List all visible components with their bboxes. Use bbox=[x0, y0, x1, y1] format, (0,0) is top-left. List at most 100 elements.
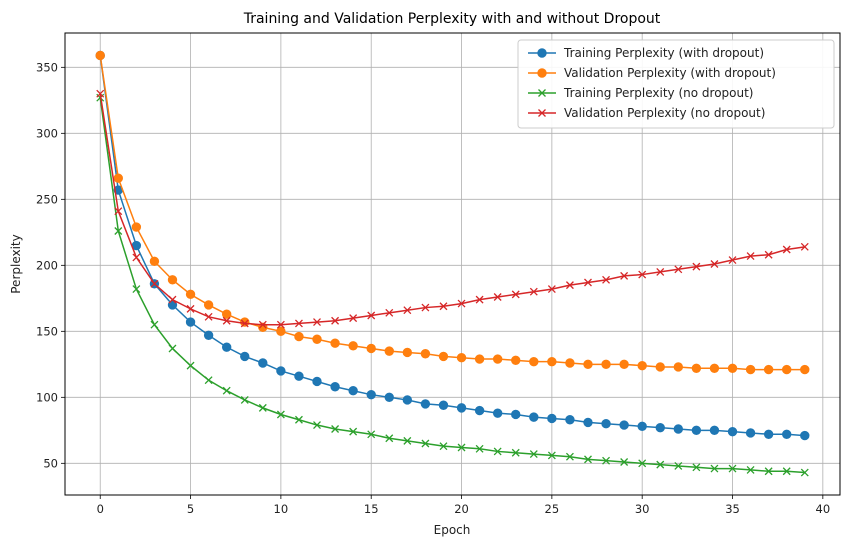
data-point bbox=[330, 382, 340, 392]
data-point bbox=[691, 363, 702, 373]
data-point bbox=[800, 430, 810, 441]
legend: Training Perplexity (with dropout) Valida… bbox=[517, 39, 835, 129]
series-3 bbox=[96, 93, 809, 477]
data-point bbox=[691, 425, 702, 436]
data-point bbox=[584, 278, 592, 287]
series-2 bbox=[95, 50, 810, 375]
data-point bbox=[384, 346, 394, 356]
data-point bbox=[186, 361, 195, 370]
y-tick-label: 100 bbox=[36, 390, 58, 404]
data-point bbox=[114, 207, 123, 216]
data-point bbox=[674, 462, 683, 470]
data-point bbox=[511, 409, 521, 420]
data-point bbox=[167, 275, 178, 285]
data-point bbox=[493, 447, 502, 456]
data-point bbox=[745, 364, 756, 375]
data-point bbox=[637, 421, 647, 432]
data-point bbox=[457, 299, 466, 308]
data-point bbox=[727, 363, 738, 373]
legend-item: Validation Perplexity (no dropout) bbox=[528, 106, 765, 120]
data-point bbox=[602, 456, 611, 465]
data-point bbox=[511, 448, 520, 457]
data-point bbox=[764, 467, 773, 476]
legend-label: Training Perplexity (no dropout) bbox=[563, 86, 754, 100]
y-axis: 50 100 150 200 250 300 350 bbox=[36, 60, 65, 470]
data-point bbox=[602, 275, 611, 284]
series-line bbox=[99, 55, 805, 371]
data-point bbox=[728, 464, 737, 473]
data-point bbox=[529, 287, 538, 296]
data-point bbox=[420, 349, 431, 359]
data-point bbox=[222, 316, 231, 325]
x-tick-label: 5 bbox=[187, 502, 194, 516]
data-point bbox=[656, 460, 665, 469]
data-point bbox=[709, 425, 720, 436]
data-point bbox=[439, 442, 448, 451]
data-point bbox=[403, 436, 412, 445]
data-point bbox=[474, 405, 485, 416]
data-point bbox=[294, 319, 303, 328]
legend-label: Validation Perplexity (with dropout) bbox=[564, 66, 776, 80]
data-point bbox=[421, 303, 430, 312]
data-point bbox=[294, 415, 303, 424]
y-tick-label: 200 bbox=[36, 258, 58, 272]
legend-label: Training Perplexity (with dropout) bbox=[563, 46, 764, 60]
data-point bbox=[385, 434, 394, 443]
data-point bbox=[258, 320, 267, 329]
data-point bbox=[620, 458, 629, 466]
x-tick-label: 10 bbox=[274, 502, 289, 516]
data-point bbox=[456, 353, 467, 363]
data-point bbox=[349, 314, 358, 323]
data-point bbox=[185, 289, 196, 300]
data-point bbox=[692, 262, 701, 271]
data-point bbox=[763, 364, 774, 375]
data-point bbox=[113, 173, 123, 183]
x-axis: 0 5 10 15 20 25 30 35 40 bbox=[97, 495, 830, 516]
data-point bbox=[312, 334, 322, 344]
series-line bbox=[99, 55, 805, 437]
data-point bbox=[186, 304, 195, 313]
data-point bbox=[457, 443, 466, 452]
data-point bbox=[493, 293, 502, 301]
x-tick-label: 15 bbox=[364, 502, 379, 516]
series-line bbox=[99, 93, 805, 326]
data-point bbox=[421, 439, 430, 448]
y-tick-label: 250 bbox=[36, 192, 58, 206]
data-point bbox=[313, 421, 321, 429]
data-point bbox=[529, 450, 538, 459]
data-point bbox=[312, 376, 322, 387]
data-point bbox=[221, 309, 232, 319]
data-point bbox=[746, 465, 755, 474]
y-tick-label: 300 bbox=[36, 126, 58, 140]
x-tick-label: 30 bbox=[635, 502, 650, 516]
data-point bbox=[167, 300, 178, 310]
data-point bbox=[258, 358, 268, 368]
data-point bbox=[168, 344, 177, 353]
data-point bbox=[294, 331, 304, 342]
data-point bbox=[114, 227, 123, 235]
data-point bbox=[800, 242, 809, 251]
x-tick-label: 35 bbox=[725, 502, 740, 516]
data-point bbox=[276, 410, 285, 419]
data-point bbox=[638, 459, 647, 468]
data-point bbox=[529, 412, 539, 422]
data-point bbox=[367, 430, 376, 439]
legend-label: Validation Perplexity (no dropout) bbox=[564, 106, 765, 120]
data-point bbox=[800, 364, 810, 375]
data-point bbox=[656, 267, 665, 276]
legend-swatch-marker bbox=[538, 89, 546, 97]
data-point bbox=[95, 50, 105, 61]
data-point bbox=[221, 342, 232, 352]
data-point bbox=[727, 426, 738, 437]
series-line bbox=[99, 97, 805, 474]
x-tick-label: 20 bbox=[454, 502, 469, 516]
data-point bbox=[584, 455, 592, 464]
data-point bbox=[583, 417, 593, 428]
data-point bbox=[366, 389, 376, 400]
data-point bbox=[185, 317, 196, 327]
data-point bbox=[619, 420, 629, 430]
x-axis-title: Epoch bbox=[434, 523, 471, 537]
data-point bbox=[204, 312, 213, 321]
data-point bbox=[655, 422, 665, 433]
legend-swatch-marker bbox=[537, 68, 547, 78]
